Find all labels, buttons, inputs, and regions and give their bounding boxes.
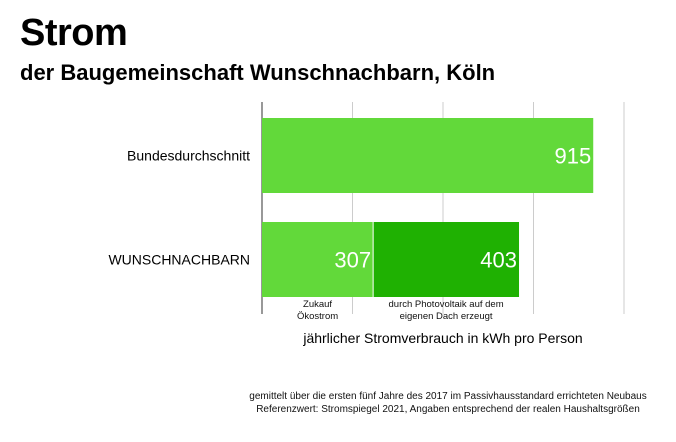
segment-label: durch Photovoltaik auf dem	[389, 299, 504, 310]
data-label: 915	[555, 144, 592, 169]
segment-label: Ökostrom	[297, 311, 338, 322]
category-label: WUNSCHNACHBARN	[108, 252, 250, 268]
bar-segment	[262, 222, 374, 297]
chart-subtitle: der Baugemeinschaft Wunschnachbarn, Köln	[20, 60, 496, 85]
bar-segment	[373, 222, 520, 297]
footnote-2: Referenzwert: Stromspiegel 2021, Angaben…	[256, 404, 640, 415]
segment-label: Zukauf	[303, 299, 332, 310]
bar-segment	[262, 118, 594, 193]
x-axis-label: jährlicher Stromverbrauch in kWh pro Per…	[302, 330, 582, 346]
segment-label: eigenen Dach erzeugt	[400, 311, 493, 322]
data-label: 403	[480, 248, 517, 273]
footnote-1: gemittelt über die ersten fünf Jahre des…	[249, 391, 647, 402]
chart-title: Strom	[20, 12, 128, 54]
category-label: Bundesdurchschnitt	[127, 148, 250, 164]
data-label: 307	[334, 248, 371, 273]
